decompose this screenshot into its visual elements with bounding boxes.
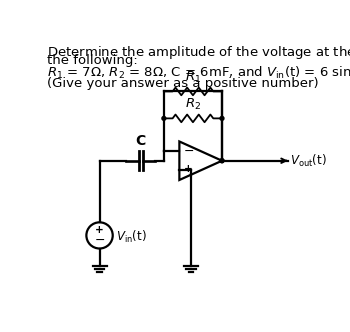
Text: $R_1$ = 7$\Omega$, $R_2$ = 8$\Omega$, C = 6mF, and $V_\mathrm{in}$(t) = 6 sin(96: $R_1$ = 7$\Omega$, $R_2$ = 8$\Omega$, C … — [47, 65, 350, 81]
Circle shape — [220, 159, 224, 163]
Text: $R_2$: $R_2$ — [185, 97, 201, 112]
Circle shape — [220, 159, 224, 163]
Text: $R_1$: $R_1$ — [185, 70, 201, 85]
Circle shape — [220, 117, 224, 120]
Text: (Give your answer as a positive number): (Give your answer as a positive number) — [47, 77, 318, 90]
Text: −: − — [184, 145, 195, 158]
Text: the following:: the following: — [47, 54, 138, 67]
Text: Determine the amplitude of the voltage at the output $V_\mathrm{out}$(t), given: Determine the amplitude of the voltage a… — [47, 44, 350, 61]
Circle shape — [162, 117, 166, 120]
Text: +: + — [95, 225, 104, 235]
Text: +: + — [184, 164, 193, 174]
Text: C: C — [135, 134, 146, 148]
Text: $V_\mathrm{out}$(t): $V_\mathrm{out}$(t) — [290, 153, 327, 169]
Text: $V_\mathrm{in}$(t): $V_\mathrm{in}$(t) — [116, 229, 147, 245]
Text: −: − — [94, 234, 105, 247]
